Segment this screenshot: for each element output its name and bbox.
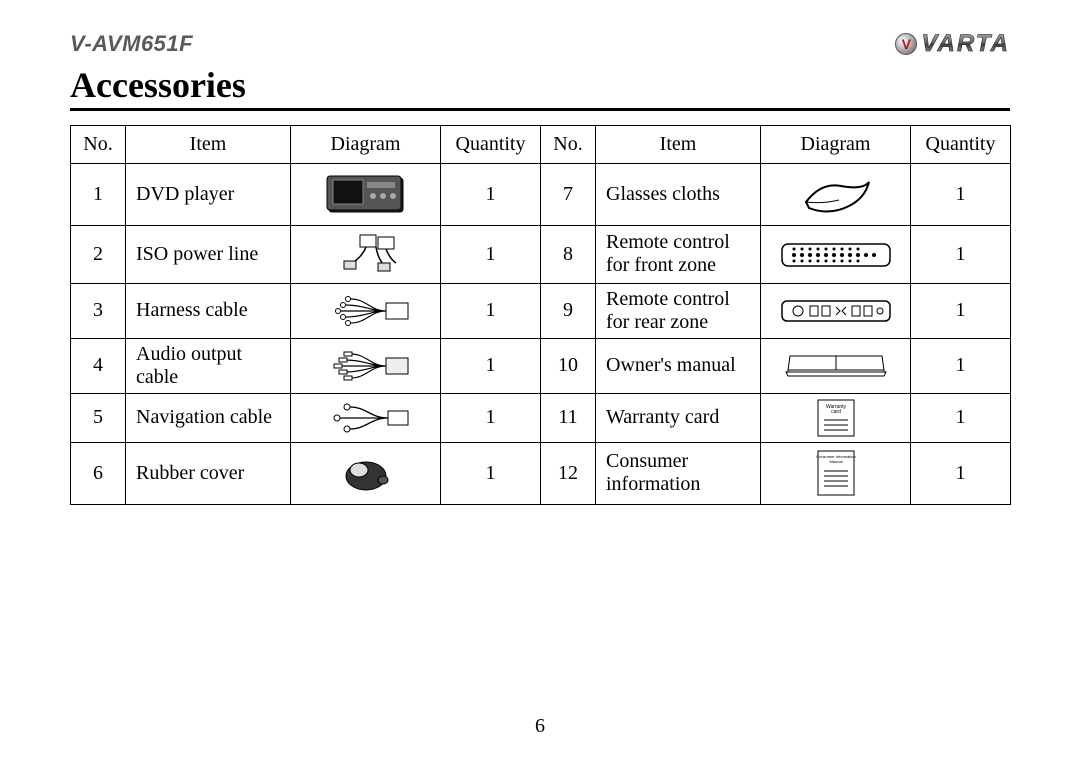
cell-no: 10 [541, 338, 596, 393]
iso-cable-icon [293, 229, 438, 279]
dvd-player-icon [293, 166, 438, 222]
cell-item: Owner's manual [596, 338, 761, 393]
col-quantity: Quantity [441, 125, 541, 163]
cell-quantity: 1 [911, 338, 1011, 393]
cell-diagram [761, 225, 911, 283]
cell-item: ISO power line [126, 225, 291, 283]
cell-no: 7 [541, 163, 596, 225]
cell-diagram [761, 338, 911, 393]
cell-item: Remote control for front zone [596, 225, 761, 283]
cell-quantity: 1 [441, 163, 541, 225]
cell-item: Navigation cable [126, 393, 291, 442]
svg-text:card: card [831, 409, 841, 415]
col-item-2: Item [596, 125, 761, 163]
cell-quantity: 1 [441, 393, 541, 442]
cell-quantity: 1 [911, 163, 1011, 225]
harness-cable-icon [293, 289, 438, 333]
cell-diagram [291, 338, 441, 393]
cell-diagram [291, 225, 441, 283]
cell-item: Rubber cover [126, 442, 291, 504]
cell-item: Warranty card [596, 393, 761, 442]
table-row: 2ISO power line18Remote control for fron… [71, 225, 1011, 283]
table-row: 1DVD player17Glasses cloths1 [71, 163, 1011, 225]
col-diagram: Diagram [291, 125, 441, 163]
cell-diagram [291, 442, 441, 504]
cell-item: Harness cable [126, 283, 291, 338]
remote-rear-icon [763, 293, 908, 329]
cell-item: Glasses cloths [596, 163, 761, 225]
cell-quantity: 1 [911, 225, 1011, 283]
cell-diagram [761, 283, 911, 338]
cell-diagram [291, 283, 441, 338]
page-title: Accessories [70, 66, 1010, 106]
col-quantity-2: Quantity [911, 125, 1011, 163]
cell-no: 1 [71, 163, 126, 225]
audio-cable-icon [293, 346, 438, 386]
cell-no: 8 [541, 225, 596, 283]
consumer-sheet-icon: Consumer InformationManual [763, 447, 908, 499]
cloth-icon [763, 168, 908, 220]
brand-logo: V VARTA [895, 30, 1010, 58]
table-row: 4Audio output cable110Owner's manual1 [71, 338, 1011, 393]
cell-no: 11 [541, 393, 596, 442]
cell-no: 2 [71, 225, 126, 283]
cell-quantity: 1 [441, 338, 541, 393]
cell-item: Consumer information [596, 442, 761, 504]
cell-diagram [291, 163, 441, 225]
cell-item: Audio output cable [126, 338, 291, 393]
col-no: No. [71, 125, 126, 163]
cell-quantity: 1 [441, 283, 541, 338]
cell-no: 4 [71, 338, 126, 393]
title-rule [70, 108, 1010, 111]
header: V-AVM651F V VARTA [70, 28, 1010, 60]
cell-no: 5 [71, 393, 126, 442]
model-number: V-AVM651F [70, 31, 193, 57]
cell-no: 9 [541, 283, 596, 338]
brand-v-icon: V [895, 33, 917, 55]
page-number: 6 [0, 715, 1080, 738]
svg-text:Manual: Manual [829, 459, 842, 464]
page: V-AVM651F V VARTA Accessories No. Item D… [0, 0, 1080, 762]
rubber-cover-icon [293, 448, 438, 498]
remote-front-icon [763, 234, 908, 274]
cell-quantity: 1 [911, 393, 1011, 442]
cell-quantity: 1 [911, 283, 1011, 338]
cell-item: Remote control for rear zone [596, 283, 761, 338]
cell-no: 12 [541, 442, 596, 504]
cell-quantity: 1 [441, 225, 541, 283]
col-no-2: No. [541, 125, 596, 163]
accessories-table: No. Item Diagram Quantity No. Item Diagr… [70, 125, 1011, 505]
cell-quantity: 1 [441, 442, 541, 504]
cell-quantity: 1 [911, 442, 1011, 504]
nav-cable-icon [293, 397, 438, 439]
cell-diagram [291, 393, 441, 442]
manual-icon [763, 348, 908, 384]
cell-no: 6 [71, 442, 126, 504]
table-body: 1DVD player17Glasses cloths12ISO power l… [71, 163, 1011, 504]
warranty-card-icon: Warrantycard [763, 396, 908, 440]
brand-text: VARTA [921, 30, 1010, 58]
cell-item: DVD player [126, 163, 291, 225]
col-diagram-2: Diagram [761, 125, 911, 163]
cell-diagram [761, 163, 911, 225]
col-item: Item [126, 125, 291, 163]
cell-diagram: Warrantycard [761, 393, 911, 442]
table-row: 6Rubber cover112Consumer informationCons… [71, 442, 1011, 504]
table-row: 5Navigation cable111Warranty cardWarrant… [71, 393, 1011, 442]
cell-diagram: Consumer InformationManual [761, 442, 911, 504]
table-head: No. Item Diagram Quantity No. Item Diagr… [71, 125, 1011, 163]
table-row: 3Harness cable19Remote control for rear … [71, 283, 1011, 338]
cell-no: 3 [71, 283, 126, 338]
